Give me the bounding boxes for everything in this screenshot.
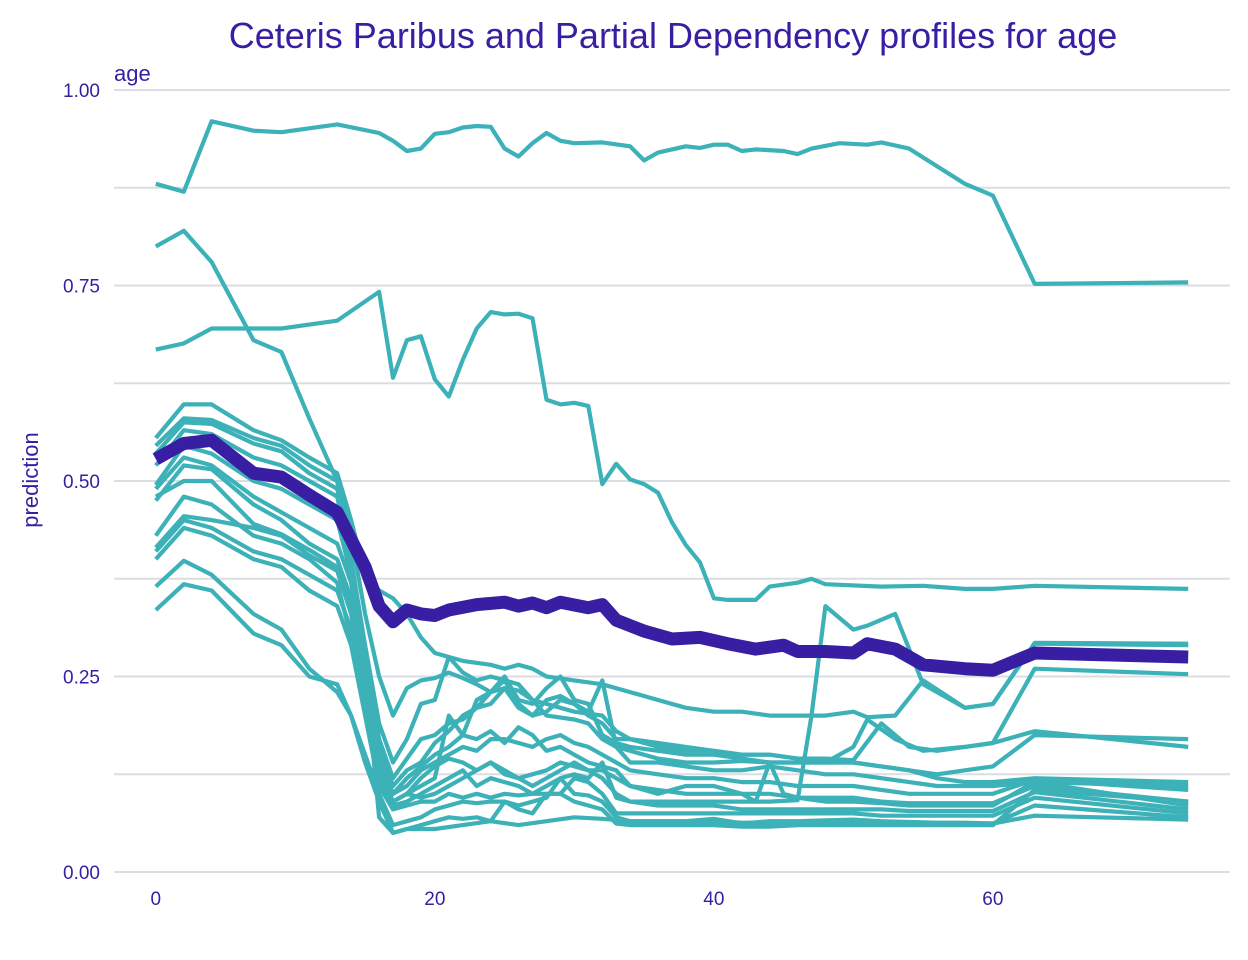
ceteris-paribus-line bbox=[155, 119, 1189, 286]
ceteris-paribus-profiles bbox=[154, 119, 1189, 835]
x-tick-label: 40 bbox=[703, 889, 724, 910]
ceteris-paribus-line bbox=[154, 494, 1189, 804]
y-tick-label: 0.75 bbox=[63, 277, 100, 298]
grid-lines bbox=[114, 89, 1230, 873]
chart-title: Ceteris Paribus and Partial Dependency p… bbox=[229, 15, 1118, 56]
ceteris-paribus-line bbox=[155, 289, 1189, 602]
ceteris-paribus-line bbox=[154, 518, 1189, 814]
ceteris-paribus-line bbox=[154, 582, 1189, 835]
ceteris-paribus-line bbox=[154, 455, 1189, 796]
partial-dependence-profile bbox=[152, 433, 1189, 677]
ceteris-paribus-line bbox=[154, 463, 1189, 808]
y-axis-label: prediction bbox=[18, 432, 43, 527]
panel-label: age bbox=[114, 61, 151, 86]
ceteris-paribus-line bbox=[154, 428, 1189, 781]
y-tick-label: 1.00 bbox=[63, 81, 100, 102]
partial-dependence-line bbox=[152, 433, 1189, 677]
x-axis-ticks: 0 20 40 60 bbox=[151, 889, 1004, 910]
y-tick-label: 0.25 bbox=[63, 668, 100, 689]
ceteris-paribus-line bbox=[154, 402, 1189, 720]
ceteris-paribus-line bbox=[154, 228, 1189, 835]
y-tick-label: 0.00 bbox=[63, 863, 100, 884]
y-tick-label: 0.50 bbox=[63, 472, 100, 493]
x-tick-label: 60 bbox=[982, 889, 1003, 910]
y-axis-ticks: 0.00 0.25 0.50 0.75 1.00 bbox=[63, 81, 100, 884]
x-tick-label: 0 bbox=[151, 889, 162, 910]
x-tick-label: 20 bbox=[424, 889, 445, 910]
ceteris-paribus-line bbox=[154, 514, 1189, 806]
ceteris-paribus-line bbox=[154, 443, 1189, 789]
